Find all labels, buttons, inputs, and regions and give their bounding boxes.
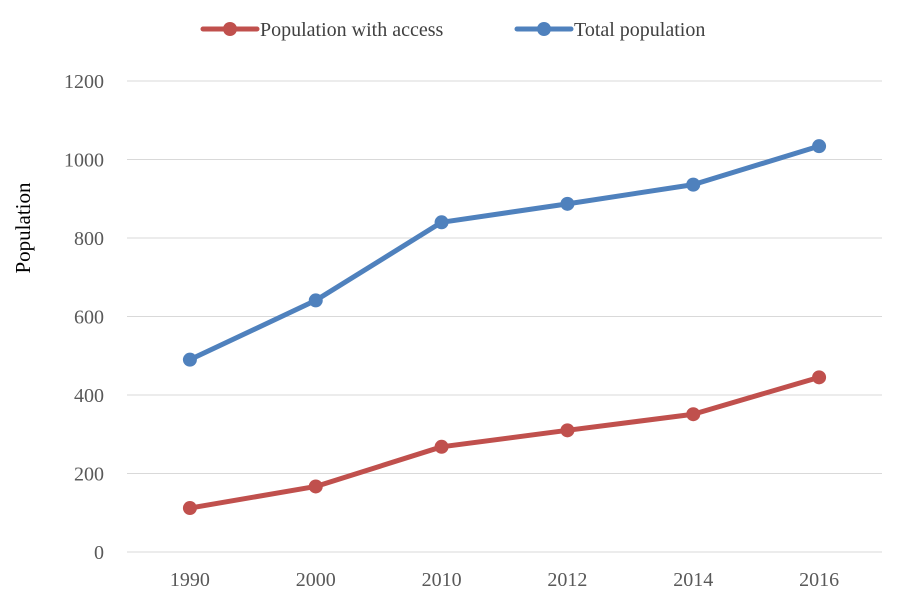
legend-marker-swatch bbox=[537, 22, 551, 36]
series-line bbox=[187, 374, 822, 511]
y-tick-label: 1200 bbox=[64, 71, 104, 93]
x-tick-label: 2010 bbox=[422, 569, 462, 590]
data-point bbox=[308, 293, 323, 308]
legend-label: Population with access bbox=[260, 19, 444, 41]
y-tick-label: 0 bbox=[94, 542, 104, 564]
x-axis-ticks: 1990 2000 2010 2012 2014 2016 bbox=[170, 569, 839, 590]
x-tick-label: 1990 bbox=[170, 569, 210, 590]
y-tick-label: 1000 bbox=[64, 150, 104, 172]
series-lines bbox=[182, 139, 827, 516]
legend-item: Total population bbox=[514, 19, 705, 41]
data-point bbox=[182, 501, 197, 516]
data-point bbox=[686, 407, 701, 422]
data-point bbox=[812, 139, 827, 154]
y-tick-label: 200 bbox=[74, 464, 104, 486]
x-tick-label: 2000 bbox=[296, 569, 336, 590]
gridlines bbox=[127, 80, 882, 553]
series-2 bbox=[182, 139, 827, 367]
y-tick-label: 600 bbox=[74, 307, 104, 329]
y-tick-label: 800 bbox=[74, 228, 104, 250]
data-point bbox=[560, 196, 575, 211]
data-point bbox=[434, 215, 449, 230]
x-tick-label: 2016 bbox=[799, 569, 839, 590]
legend-item: Population with access bbox=[200, 19, 444, 41]
y-tick-label: 400 bbox=[74, 385, 104, 407]
data-point bbox=[686, 177, 701, 192]
data-point bbox=[560, 423, 575, 438]
x-tick-label: 2014 bbox=[673, 569, 713, 590]
data-point bbox=[812, 370, 827, 385]
legend: Population with access Total population bbox=[200, 19, 705, 41]
y-axis-title: Population bbox=[11, 182, 35, 274]
legend-marker-swatch bbox=[223, 22, 237, 36]
data-point bbox=[308, 479, 323, 494]
y-axis-ticks: 0 200 400 600 800 1000 1200 bbox=[64, 71, 104, 564]
x-tick-label: 2012 bbox=[547, 569, 587, 590]
series-1 bbox=[182, 370, 827, 516]
legend-label: Total population bbox=[574, 19, 705, 41]
data-point bbox=[182, 352, 197, 367]
series-line bbox=[187, 143, 822, 363]
data-point bbox=[434, 439, 449, 454]
